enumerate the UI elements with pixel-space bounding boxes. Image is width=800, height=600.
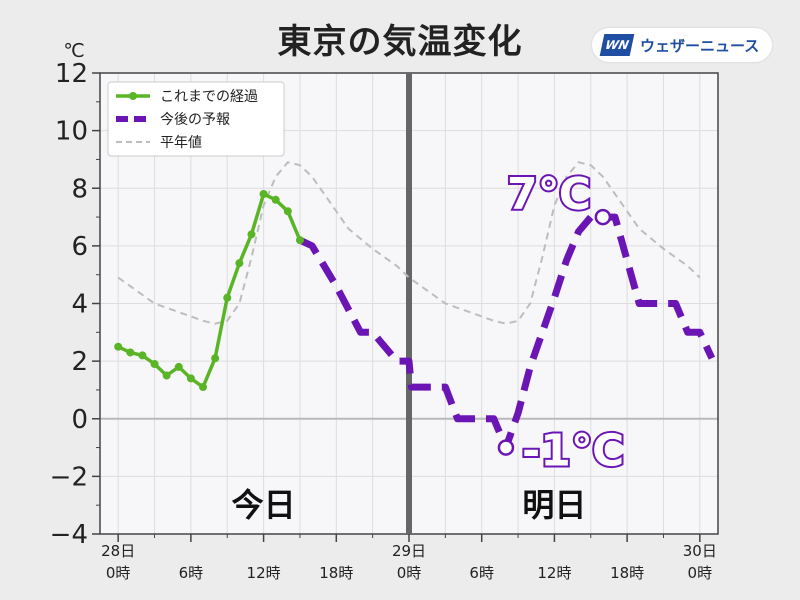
y-tick-label: 12 [55,59,88,89]
y-tick-label: −4 [50,520,88,550]
observed-point [295,236,304,245]
y-tick-label: 2 [71,347,88,377]
observed-point [223,293,232,302]
y-tick-label: 0 [71,405,88,435]
observed-point [126,348,135,357]
observed-point [235,259,244,268]
observed-point [247,230,256,239]
observed-point [199,383,207,392]
y-tick-label: −2 [50,462,88,492]
x-tick-label-date: 30日 [683,542,717,560]
observed-point [150,360,159,369]
observed-point [138,351,147,360]
legend-swatch-marker [129,92,137,100]
x-tick-label-hour: 0時 [688,564,713,582]
x-tick-label-date: 29日 [392,542,426,560]
observed-point [271,195,280,204]
y-axis-unit: ℃ [63,40,84,62]
day-label: 今日 [232,486,296,524]
brand-logo: WN ウェザーニュース [592,28,772,62]
series-normal-line [117,161,701,325]
y-tick-label: 8 [71,174,88,204]
min-temp-annotation: -1℃ [522,426,624,477]
x-tick-label-hour: 18時 [319,564,353,582]
x-tick-label-hour: 12時 [247,564,281,582]
x-tick-label-hour: 6時 [469,564,494,582]
y-tick-label: 10 [55,117,88,147]
legend-label: 平年値 [160,135,202,151]
brand-name: ウェザーニュース [640,36,760,55]
day-label: 明日 [522,486,586,524]
observed-point [283,207,292,216]
observed-point [211,354,220,363]
y-tick-label: 6 [71,232,88,262]
series-forecast-line [298,213,716,452]
x-tick-label-hour: 0時 [397,564,422,582]
observed-point [186,374,195,383]
y-tick-label: 4 [71,290,88,320]
extreme-marker [594,208,612,226]
x-tick-label-hour: 6時 [179,564,204,582]
x-tick-label-hour: 0時 [106,564,131,582]
page-title: 東京の気温変化 [277,22,523,62]
extreme-marker [497,439,515,456]
observed-point [114,342,123,351]
x-tick-label-date: 28日 [101,542,135,560]
observed-point [162,371,171,380]
observed-point [259,190,268,199]
legend-box [107,81,285,157]
legend-label: これまでの経過 [160,89,258,105]
x-tick-label-hour: 12時 [537,564,571,582]
legend-label: 今後の予報 [160,112,230,128]
series-observed-line [117,192,302,389]
max-temp-annotation: 7℃ [507,169,591,220]
observed-point [174,362,183,371]
x-tick-label-hour: 18時 [610,564,644,582]
